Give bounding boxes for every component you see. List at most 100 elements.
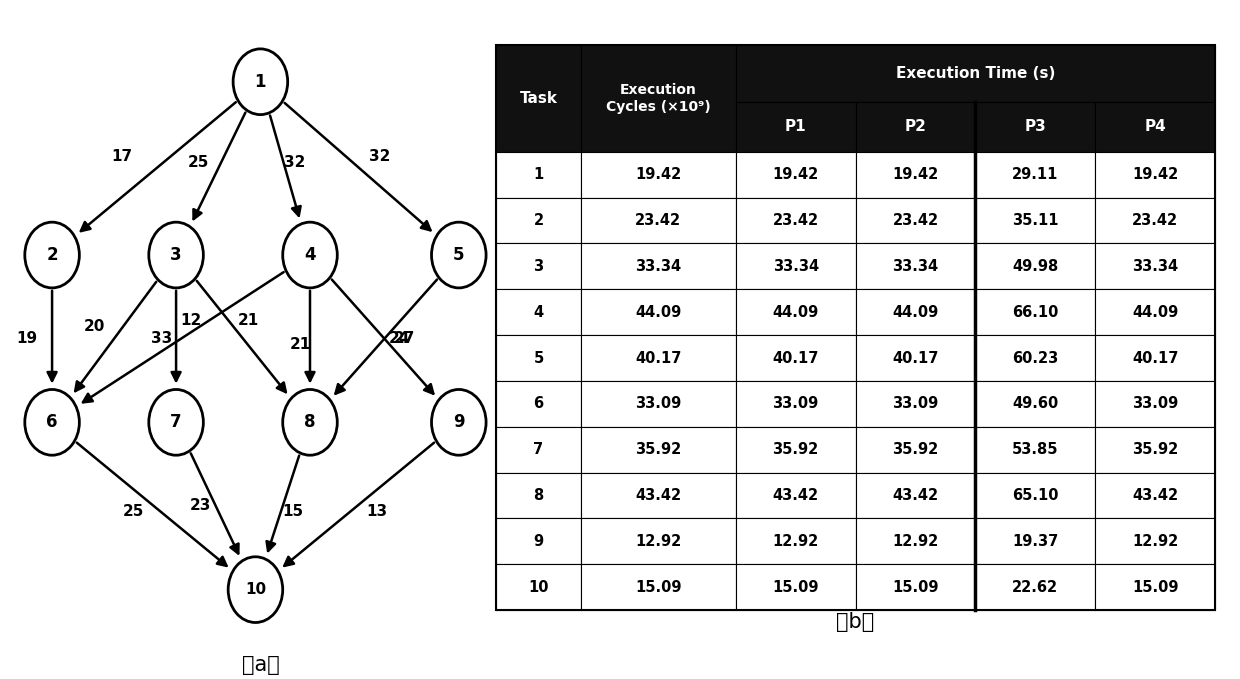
Text: Execution
Cycles (×10⁹): Execution Cycles (×10⁹): [606, 83, 711, 114]
Bar: [1095, 427, 1215, 473]
Bar: [976, 335, 1095, 381]
Bar: [582, 473, 735, 519]
Text: 49.60: 49.60: [1012, 397, 1059, 411]
Text: 20: 20: [83, 319, 105, 334]
Text: （a）: （a）: [242, 655, 279, 676]
Text: 33.09: 33.09: [773, 397, 818, 411]
Bar: [582, 564, 735, 610]
Bar: [735, 335, 856, 381]
Circle shape: [432, 222, 486, 288]
Text: 23.42: 23.42: [1132, 213, 1178, 228]
Text: 25: 25: [187, 155, 210, 170]
Text: 53.85: 53.85: [1012, 442, 1059, 457]
Text: 5: 5: [453, 246, 465, 264]
Bar: [496, 473, 582, 519]
Text: 19: 19: [16, 331, 38, 346]
Text: 15: 15: [281, 504, 304, 519]
Bar: [496, 427, 582, 473]
Text: 44.09: 44.09: [1132, 305, 1178, 320]
Bar: [582, 381, 735, 427]
Text: 44.09: 44.09: [773, 305, 818, 320]
Bar: [582, 335, 735, 381]
Text: 9: 9: [453, 414, 465, 431]
Bar: [1095, 244, 1215, 289]
Text: 12.92: 12.92: [773, 534, 818, 549]
Bar: [976, 519, 1095, 564]
Text: 8: 8: [304, 414, 316, 431]
Text: 17: 17: [110, 149, 133, 164]
Bar: [735, 102, 856, 152]
Bar: [496, 381, 582, 427]
Circle shape: [233, 49, 288, 115]
Text: 33.34: 33.34: [1132, 259, 1178, 274]
Text: 4: 4: [533, 305, 543, 320]
Text: 12.92: 12.92: [893, 534, 939, 549]
Text: 49.98: 49.98: [1012, 259, 1059, 274]
Bar: [582, 289, 735, 335]
Bar: [856, 198, 976, 244]
Text: 2: 2: [533, 213, 543, 228]
Bar: [856, 335, 976, 381]
Text: 21: 21: [289, 337, 311, 352]
Text: P1: P1: [785, 120, 806, 134]
Text: 23.42: 23.42: [893, 213, 939, 228]
Circle shape: [25, 222, 79, 288]
Bar: [976, 427, 1095, 473]
Bar: [976, 198, 1095, 244]
Bar: [976, 102, 1095, 152]
Bar: [496, 244, 582, 289]
Text: 10: 10: [244, 582, 267, 597]
Bar: [976, 564, 1095, 610]
Bar: [1095, 152, 1215, 198]
Circle shape: [228, 557, 283, 623]
Text: 43.42: 43.42: [1132, 488, 1178, 503]
Bar: [735, 519, 856, 564]
Text: 15.09: 15.09: [1132, 580, 1178, 595]
Bar: [856, 152, 976, 198]
Bar: [976, 152, 1095, 198]
Bar: [735, 473, 856, 519]
Text: Execution Time (s): Execution Time (s): [895, 66, 1055, 81]
Bar: [496, 519, 582, 564]
Text: 1: 1: [254, 73, 267, 91]
Text: 33.34: 33.34: [635, 259, 682, 274]
Text: 21: 21: [237, 313, 259, 328]
Bar: [856, 102, 976, 152]
Text: 33.09: 33.09: [893, 397, 939, 411]
Text: 23: 23: [190, 498, 212, 513]
Text: 25: 25: [123, 504, 145, 519]
Text: 12: 12: [180, 313, 202, 328]
Text: 19.42: 19.42: [893, 167, 939, 182]
Text: 8: 8: [533, 488, 543, 503]
Text: 32: 32: [284, 155, 306, 170]
Bar: [735, 198, 856, 244]
Text: 15.09: 15.09: [635, 580, 682, 595]
Bar: [1095, 519, 1215, 564]
Text: 33.34: 33.34: [773, 259, 818, 274]
Text: 19.37: 19.37: [1012, 534, 1059, 549]
Circle shape: [432, 390, 486, 455]
Bar: [496, 198, 582, 244]
Text: 19.42: 19.42: [773, 167, 818, 182]
Text: 23.42: 23.42: [635, 213, 682, 228]
Text: 13: 13: [366, 504, 388, 519]
Circle shape: [283, 390, 337, 455]
Bar: [1095, 381, 1215, 427]
Bar: [582, 427, 735, 473]
Text: 44.09: 44.09: [635, 305, 682, 320]
Bar: [856, 473, 976, 519]
Text: P4: P4: [1145, 120, 1166, 134]
Bar: [976, 289, 1095, 335]
Text: 23.42: 23.42: [773, 213, 818, 228]
Text: 33: 33: [150, 331, 172, 346]
Bar: [496, 289, 582, 335]
Bar: [856, 519, 976, 564]
Text: 35.92: 35.92: [1132, 442, 1178, 457]
Bar: [582, 244, 735, 289]
Text: 24: 24: [388, 331, 410, 346]
Text: P2: P2: [905, 120, 926, 134]
Circle shape: [149, 222, 203, 288]
Text: 27: 27: [393, 331, 415, 346]
Bar: [976, 244, 1095, 289]
Text: 9: 9: [533, 534, 543, 549]
